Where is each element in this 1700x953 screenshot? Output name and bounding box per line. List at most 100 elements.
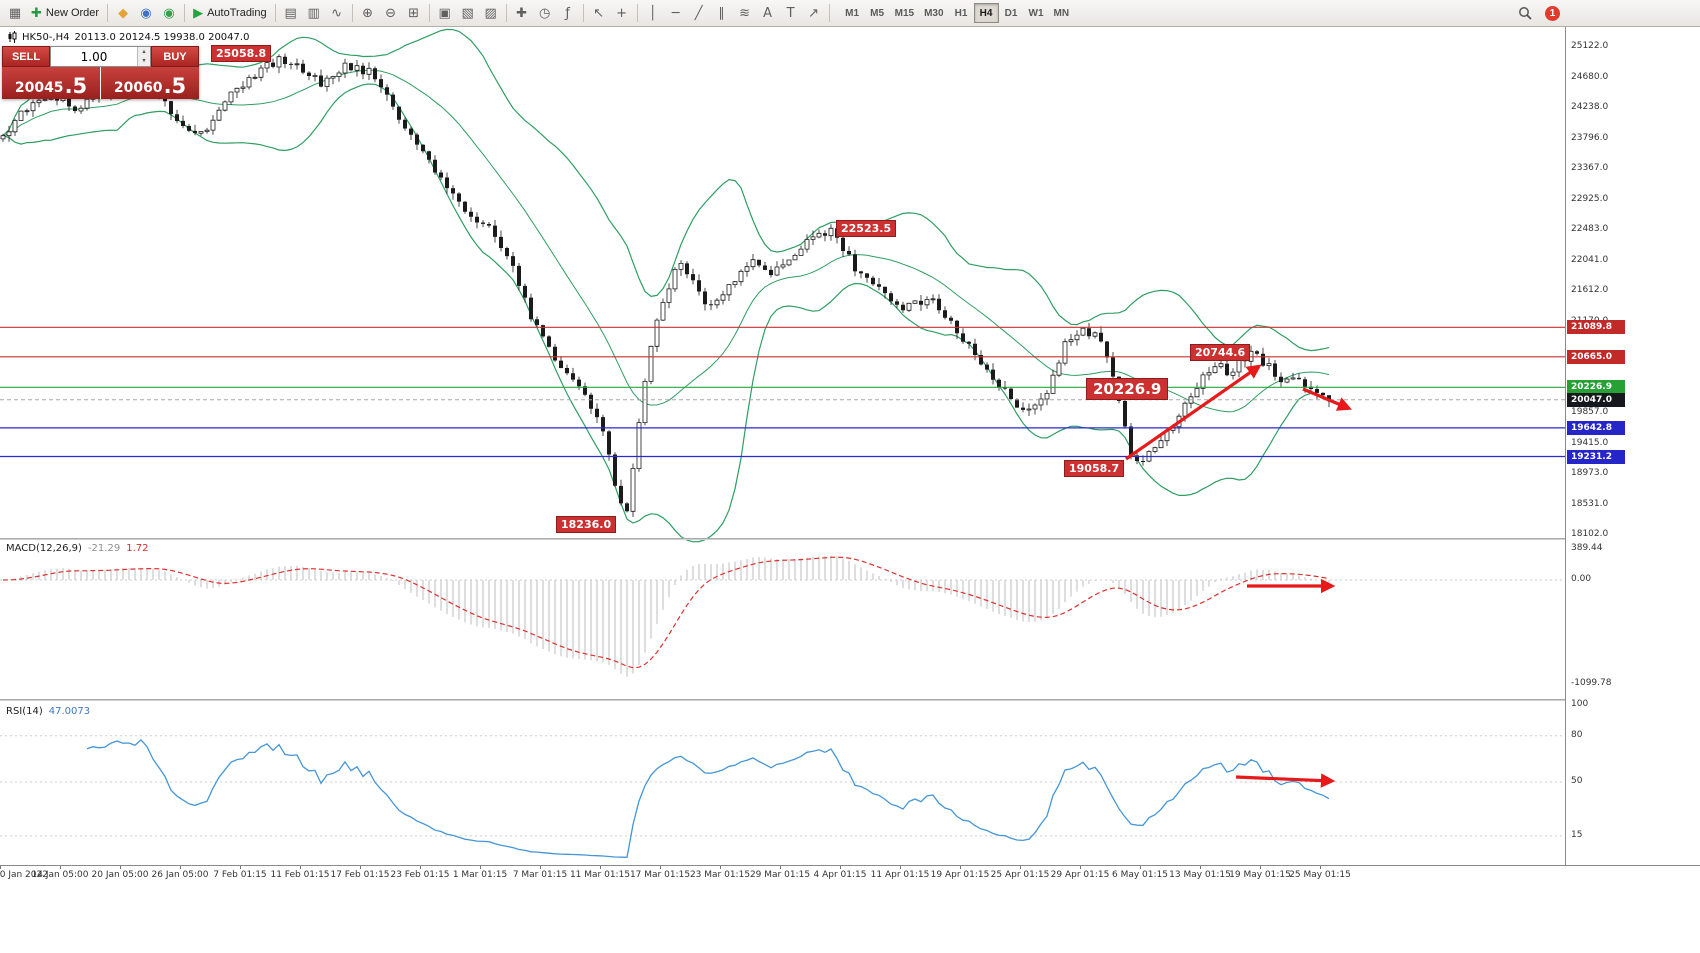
sell-button[interactable]: SELL xyxy=(2,46,50,67)
arrows-object-icon: ↗ xyxy=(808,5,820,21)
main-trend-arrow[interactable] xyxy=(1125,364,1262,461)
price-tick: 19857.0 xyxy=(1571,407,1609,417)
timeframe-h1-button[interactable]: H1 xyxy=(949,3,974,23)
crosshair-button[interactable]: + xyxy=(611,2,633,24)
time-tick xyxy=(960,866,961,869)
vertical-line-icon: │ xyxy=(648,5,657,21)
price-tick: 18973.0 xyxy=(1571,468,1609,479)
macd-axis-tick: 389.44 xyxy=(1571,542,1603,553)
timeframe-m1-button[interactable]: M1 xyxy=(840,3,865,23)
sell-price[interactable]: 20045.5 xyxy=(2,67,100,99)
price-tick: 22041.0 xyxy=(1571,255,1609,266)
panel-splitter-macd[interactable] xyxy=(0,538,1700,540)
price-tick: 24238.0 xyxy=(1571,102,1609,113)
timeframe-w1-button[interactable]: W1 xyxy=(1024,3,1049,23)
rsi-panel xyxy=(0,735,1565,858)
profiles-icon: ◷ xyxy=(538,5,551,21)
time-tick xyxy=(660,866,661,869)
bollinger-bands xyxy=(2,28,1330,543)
price-tick: 19415.0 xyxy=(1571,437,1609,448)
price-callout[interactable]: 20744.6 xyxy=(1190,344,1251,361)
time-label: 17 Feb 01:15 xyxy=(330,870,390,880)
text-label-button[interactable]: T xyxy=(780,2,802,24)
time-label: 11 Feb 01:15 xyxy=(270,870,330,880)
community-icon: ◉ xyxy=(140,5,152,21)
lot-stepper: ▴ ▾ xyxy=(137,47,150,66)
buy-button[interactable]: BUY xyxy=(151,46,199,67)
price-callout[interactable]: 18236.0 xyxy=(556,516,617,533)
trendline-icon: ╱ xyxy=(694,5,703,21)
price-tag-20226.9: 20226.9 xyxy=(1567,380,1625,395)
rsi-trend-arrow[interactable] xyxy=(1235,773,1336,788)
price-tick: 18531.0 xyxy=(1571,499,1609,510)
toolbar-separator xyxy=(636,4,638,22)
chart-bars-button[interactable]: ▤ xyxy=(280,2,302,24)
channel-button[interactable]: ∥ xyxy=(711,2,733,24)
price-callout[interactable]: 25058.8 xyxy=(211,45,272,62)
zoom-in-button[interactable]: ⊕ xyxy=(357,2,379,24)
price-tick: 23796.0 xyxy=(1571,133,1609,144)
chart-line-button[interactable]: ∿ xyxy=(326,2,348,24)
macd-histogram xyxy=(8,555,1330,677)
panel-splitter-rsi[interactable] xyxy=(0,699,1700,701)
navigator-button[interactable]: ▧ xyxy=(457,2,479,24)
new-chart-button[interactable]: ✚ xyxy=(511,2,533,24)
price-callout[interactable]: 20226.9 xyxy=(1086,378,1169,400)
time-tick xyxy=(1320,866,1321,869)
new-order-button[interactable]: ✚ New Order xyxy=(27,2,103,24)
timeframe-mn-button[interactable]: MN xyxy=(1049,3,1075,23)
toolbar-right-group: 1 xyxy=(1514,2,1560,24)
virtual-hosting-icon: ◉ xyxy=(163,5,175,21)
price-callout[interactable]: 19058.7 xyxy=(1064,460,1125,477)
buy-price[interactable]: 20060.5 xyxy=(101,67,199,99)
time-label: 1 Mar 01:15 xyxy=(452,870,508,880)
notification-badge[interactable]: 1 xyxy=(1545,5,1560,21)
timeframe-h4-button[interactable]: H4 xyxy=(973,3,999,23)
text-button[interactable]: A xyxy=(757,2,779,24)
lot-up-icon[interactable]: ▴ xyxy=(138,47,150,57)
price-callout[interactable]: 22523.5 xyxy=(836,220,897,237)
timeframe-m30-button[interactable]: M30 xyxy=(919,3,948,23)
vertical-line-button[interactable]: │ xyxy=(642,2,664,24)
tile-windows-button[interactable]: ⊞ xyxy=(403,2,425,24)
price-chart-svg[interactable] xyxy=(0,27,1565,865)
lot-size-input[interactable] xyxy=(51,47,137,66)
timeframe-m15-button[interactable]: M15 xyxy=(890,3,919,23)
indicators-list-button[interactable]: ƒ xyxy=(557,2,579,24)
terminal-button[interactable]: ▨ xyxy=(480,2,502,24)
search-button[interactable] xyxy=(1514,2,1537,24)
main-trend-arrow[interactable] xyxy=(1302,387,1352,411)
chart-area[interactable]: HK50-,H4 20113.0 20124.5 19938.0 20047.0… xyxy=(0,27,1700,880)
toolbar-icon-group: ▦ ✚ New Order ◆ ◉ ◉ ▶ AutoTrading ▤ ▥ ∿ ⊕ ⊖ ⊞ ▣ ▧ ▨ ✚ ◷ ƒ ↖ +… xyxy=(4,2,833,24)
profiles-button[interactable]: ◷ xyxy=(534,2,556,24)
arrows-object-button[interactable]: ↗ xyxy=(803,2,825,24)
annotation-arrows[interactable] xyxy=(1125,364,1352,788)
mql5-market-button[interactable]: ◆ xyxy=(112,2,134,24)
rsi-axis-tick: 100 xyxy=(1571,699,1589,709)
fibonacci-button[interactable]: ≋ xyxy=(734,2,756,24)
macd-signal-value: 1.72 xyxy=(126,543,149,554)
text-icon: A xyxy=(763,5,773,21)
chart-window-button[interactable]: ▦ xyxy=(4,2,26,24)
time-label: 7 Mar 01:15 xyxy=(512,870,568,880)
chart-candles-button[interactable]: ▥ xyxy=(303,2,325,24)
cursor-button[interactable]: ↖ xyxy=(588,2,610,24)
price-tag-21089.8: 21089.8 xyxy=(1567,320,1625,335)
indicators-list-icon: ƒ xyxy=(565,5,570,21)
toolbar-separator xyxy=(351,4,353,22)
price-axis[interactable]: 25122.0 24680.0 24238.0 23796.0 23367.0 22925… xyxy=(1565,27,1700,865)
data-window-button[interactable]: ▣ xyxy=(434,2,456,24)
virtual-hosting-button[interactable]: ◉ xyxy=(158,2,180,24)
zoom-out-button[interactable]: ⊖ xyxy=(380,2,402,24)
autotrading-button[interactable]: ▶ AutoTrading xyxy=(189,2,271,24)
timeframe-d1-button[interactable]: D1 xyxy=(999,3,1024,23)
channel-icon: ∥ xyxy=(718,5,725,21)
timeframe-m5-button[interactable]: M5 xyxy=(865,3,890,23)
horizontal-line-button[interactable]: ─ xyxy=(665,2,687,24)
time-tick xyxy=(720,866,721,869)
community-button[interactable]: ◉ xyxy=(135,2,157,24)
new-order-label: New Order xyxy=(45,7,100,19)
trendline-button[interactable]: ╱ xyxy=(688,2,710,24)
lot-down-icon[interactable]: ▾ xyxy=(138,56,150,66)
